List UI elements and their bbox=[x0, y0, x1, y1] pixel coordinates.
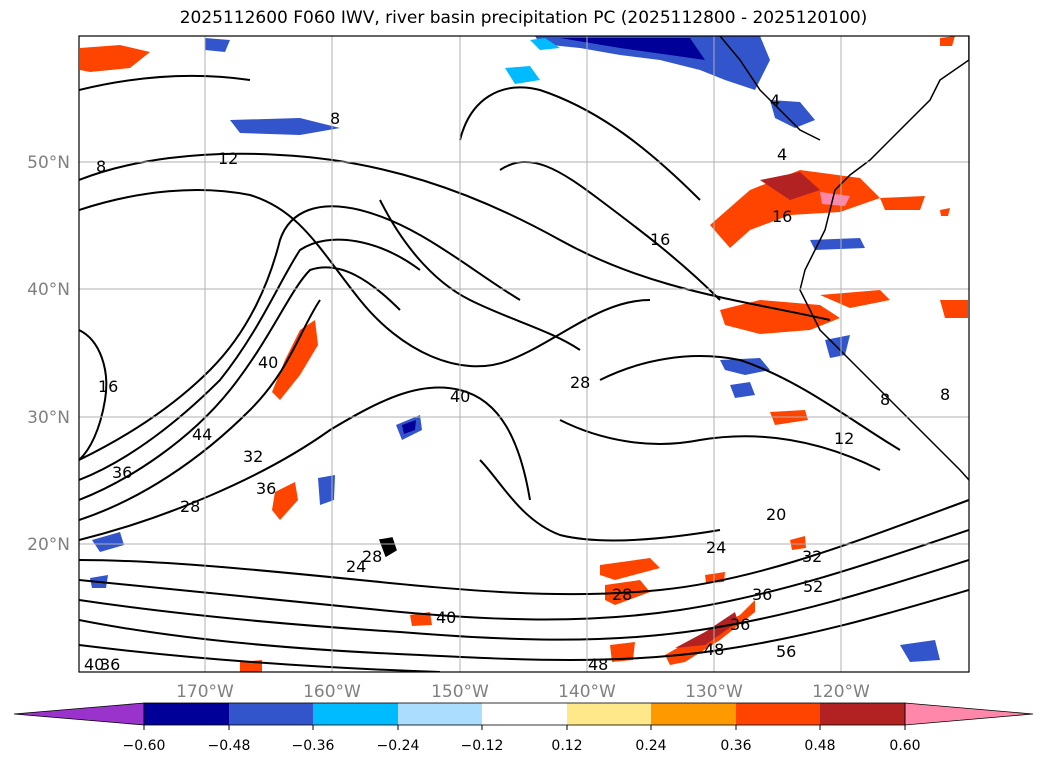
colorbar-tick-label: −0.36 bbox=[292, 738, 335, 754]
lon-label: 140°W bbox=[558, 682, 616, 702]
contour-label: 52 bbox=[803, 577, 823, 596]
contour-label: 40 bbox=[84, 655, 104, 674]
colorbar-segment bbox=[313, 703, 398, 725]
colorbar-tick-label: −0.24 bbox=[377, 738, 420, 754]
precipitation-shading bbox=[80, 36, 968, 672]
contour-label: 16 bbox=[98, 377, 118, 396]
colorbar: −0.60 −0.48 −0.36 −0.24 −0.12 0.12 0.24 … bbox=[13, 702, 1034, 754]
lon-label: 150°W bbox=[431, 682, 489, 702]
map-frame bbox=[78, 35, 970, 673]
colorbar-segment bbox=[820, 703, 905, 725]
lat-label: 50°N bbox=[27, 153, 70, 173]
lon-label: 160°W bbox=[303, 682, 361, 702]
contour-label: 28 bbox=[612, 585, 632, 604]
contour-label: 56 bbox=[776, 642, 796, 661]
lon-label: 130°W bbox=[685, 682, 743, 702]
lon-label: 120°W bbox=[812, 682, 870, 702]
contour-label: 28 bbox=[570, 373, 590, 392]
contour-label: 32 bbox=[243, 447, 263, 466]
contour-label: 24 bbox=[706, 538, 726, 557]
contour-label: 32 bbox=[802, 547, 822, 566]
contour-label: 48 bbox=[704, 640, 724, 659]
contour-label: 8 bbox=[880, 390, 890, 409]
colorbar-tick-label: 0.12 bbox=[551, 738, 582, 754]
colorbar-tick-label: −0.48 bbox=[208, 738, 251, 754]
contour-label: 8 bbox=[96, 157, 106, 176]
contour-label: 24 bbox=[346, 557, 366, 576]
colorbar-tick-label: −0.12 bbox=[461, 738, 504, 754]
lon-label: 170°W bbox=[176, 682, 234, 702]
colorbar-tick-label: 0.60 bbox=[889, 738, 920, 754]
colorbar-extend-high bbox=[904, 702, 1034, 726]
colorbar-segment bbox=[144, 703, 229, 725]
coastlines bbox=[378, 36, 969, 558]
graticule bbox=[79, 36, 969, 672]
contour-label: 16 bbox=[772, 207, 792, 226]
contour-label: 12 bbox=[834, 429, 854, 448]
contour-label: 28 bbox=[362, 547, 382, 566]
contour-label: 4 bbox=[770, 91, 780, 110]
colorbar-segment bbox=[651, 703, 736, 725]
contour-label: 36 bbox=[256, 479, 276, 498]
latitude-labels: 50°N 40°N 30°N 20°N bbox=[27, 153, 70, 555]
colorbar-ticks bbox=[143, 725, 906, 730]
contour-label: 40 bbox=[450, 387, 470, 406]
colorbar-tick-label: 0.36 bbox=[720, 738, 751, 754]
contour-label: 36 bbox=[100, 655, 120, 674]
colorbar-tick-label: 0.24 bbox=[635, 738, 666, 754]
lat-label: 40°N bbox=[27, 280, 70, 300]
colorbar-segment bbox=[482, 703, 567, 725]
colorbar-tick-label: 0.48 bbox=[804, 738, 835, 754]
contour-label: 4 bbox=[777, 145, 787, 164]
contour-label: 16 bbox=[650, 230, 670, 249]
colorbar-tick-labels: −0.60 −0.48 −0.36 −0.24 −0.12 0.12 0.24 … bbox=[123, 738, 921, 754]
lat-label: 30°N bbox=[27, 408, 70, 428]
contour-label: 40 bbox=[436, 608, 456, 627]
colorbar-segment bbox=[229, 703, 313, 725]
colorbar-segment bbox=[736, 703, 820, 725]
colorbar-extend-low bbox=[13, 702, 145, 726]
contour-labels: 8 8 12 16 4 4 16 16 40 44 36 32 36 28 40… bbox=[84, 91, 950, 674]
contour-label: 36 bbox=[112, 463, 132, 482]
colorbar-segment bbox=[567, 703, 651, 725]
contour-label: 44 bbox=[192, 425, 212, 444]
contour-label: 36 bbox=[752, 585, 772, 604]
contour-label: 40 bbox=[258, 353, 278, 372]
iwv-contours bbox=[79, 74, 969, 672]
contour-label: 48 bbox=[588, 655, 608, 674]
contour-label: 20 bbox=[766, 505, 786, 524]
contour-label: 12 bbox=[218, 149, 238, 168]
contour-label: 28 bbox=[180, 497, 200, 516]
contour-label: 8 bbox=[330, 109, 340, 128]
longitude-labels: 170°W 160°W 150°W 140°W 130°W 120°W bbox=[176, 682, 870, 702]
contour-label: 8 bbox=[940, 385, 950, 404]
lat-label: 20°N bbox=[27, 535, 70, 555]
figure-title: 2025112600 F060 IWV, river basin precipi… bbox=[179, 8, 868, 28]
colorbar-tick-label: −0.60 bbox=[123, 738, 166, 754]
colorbar-segment bbox=[398, 703, 482, 725]
contour-label: 36 bbox=[730, 615, 750, 634]
